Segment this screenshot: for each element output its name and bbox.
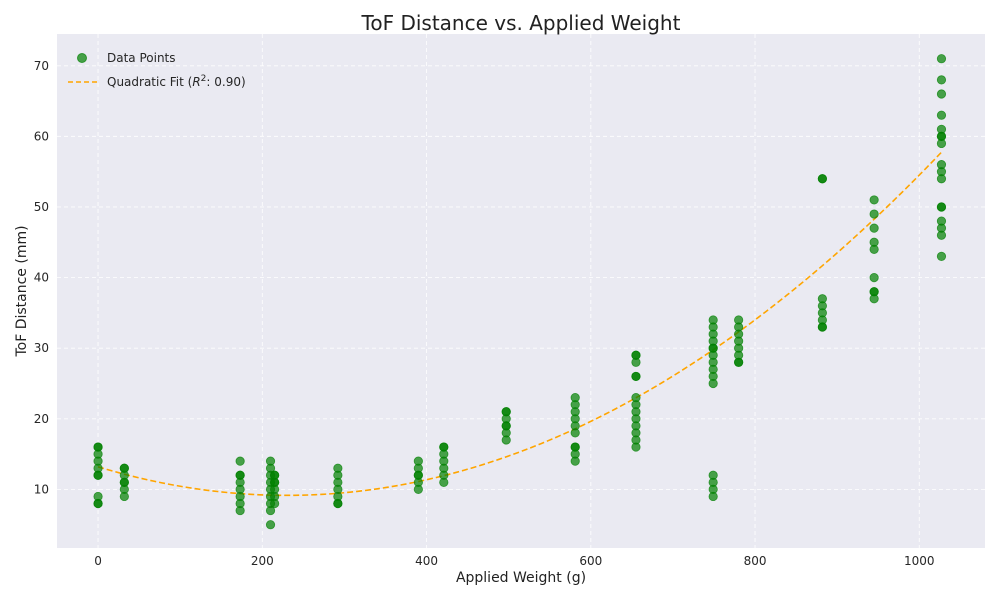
data-point	[501, 435, 511, 445]
data-point	[413, 484, 423, 494]
data-points	[93, 54, 947, 530]
data-point	[708, 378, 718, 389]
data-point	[631, 442, 641, 452]
data-point	[936, 174, 947, 184]
data-point	[869, 272, 879, 283]
y-tick-label: 40	[34, 271, 49, 285]
y-axis-label: ToF Distance (mm)	[14, 225, 30, 357]
data-point	[570, 456, 580, 466]
data-point	[119, 491, 129, 502]
data-point	[501, 421, 511, 431]
y-tick-label: 10	[34, 482, 49, 496]
x-tick-label: 1000	[904, 554, 935, 568]
data-point	[265, 520, 276, 530]
data-point	[936, 110, 947, 120]
legend-label-data-points: Data Points	[107, 51, 176, 65]
data-point	[936, 251, 947, 261]
data-point	[734, 357, 744, 367]
chart-title: ToF Distance vs. Applied Weight	[361, 11, 681, 35]
x-tick-label: 0	[94, 554, 102, 568]
legend: Data Points Quadratic Fit (R2: 0.90)	[68, 51, 246, 89]
data-point	[869, 287, 879, 297]
y-axis-ticks: 10 20 30 40 50 60 70	[34, 59, 49, 497]
x-axis-ticks: 0 200 400 600 800 1000	[94, 554, 934, 568]
data-point	[631, 371, 641, 382]
legend-label-quadratic-fit: Quadratic Fit (R2: 0.90)	[107, 74, 246, 89]
data-point	[235, 505, 245, 516]
data-point	[439, 442, 449, 452]
data-point	[869, 195, 879, 205]
data-point	[270, 498, 280, 509]
data-point	[936, 75, 947, 85]
y-tick-label: 30	[34, 341, 49, 355]
data-point	[869, 223, 879, 233]
data-point	[439, 477, 449, 487]
x-tick-label: 800	[744, 554, 767, 568]
data-point	[333, 498, 343, 509]
data-point	[93, 470, 103, 480]
data-point	[869, 209, 879, 219]
x-tick-label: 200	[251, 554, 274, 568]
data-point	[936, 54, 947, 64]
fit-layer	[97, 151, 943, 497]
plot-area	[57, 34, 985, 548]
data-point	[119, 477, 129, 487]
y-tick-label: 20	[34, 412, 49, 426]
data-point	[817, 174, 827, 184]
y-tick-label: 50	[34, 200, 49, 214]
data-point	[817, 322, 827, 332]
x-tick-label: 600	[579, 554, 602, 568]
data-point	[501, 407, 511, 417]
data-point	[235, 456, 245, 466]
y-tick-label: 60	[34, 129, 49, 143]
data-point	[936, 89, 947, 99]
data-point	[708, 491, 718, 502]
quadratic-fit-line	[97, 151, 943, 497]
x-tick-label: 400	[415, 554, 438, 568]
data-point	[235, 470, 245, 480]
y-tick-label: 70	[34, 59, 49, 73]
data-point	[631, 350, 641, 360]
data-point	[93, 498, 103, 509]
legend-marker-data-points	[77, 53, 87, 63]
data-point	[570, 428, 580, 438]
data-point	[708, 343, 718, 353]
data-point	[570, 442, 580, 452]
data-point	[936, 230, 947, 240]
data-point	[93, 442, 103, 452]
data-point	[265, 505, 276, 516]
data-point	[936, 131, 947, 141]
data-point	[936, 202, 947, 212]
grid	[57, 34, 985, 548]
x-axis-label: Applied Weight (g)	[456, 570, 586, 586]
data-point	[270, 477, 280, 487]
data-point	[119, 463, 129, 473]
data-point	[413, 470, 423, 480]
data-point	[869, 244, 879, 254]
